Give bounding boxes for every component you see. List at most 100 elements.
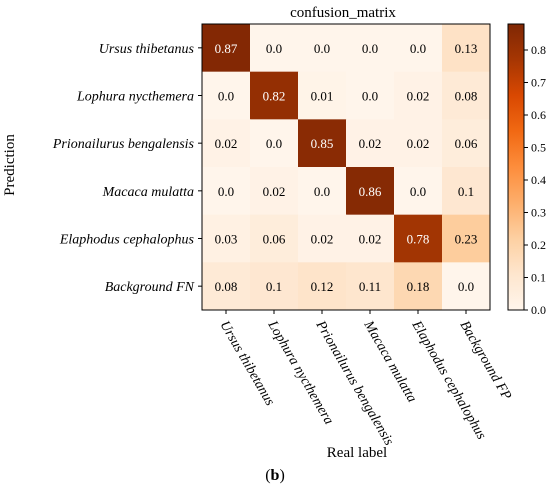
heatmap-cell [442, 262, 491, 311]
cell-value-label: 0.02 [359, 232, 382, 247]
cell-value-label: 0.08 [455, 89, 478, 104]
cell-value-label: 0.0 [314, 41, 330, 56]
heatmap-cell [346, 71, 395, 120]
heatmap-cell [250, 167, 299, 216]
cell-value-label: 0.02 [359, 136, 382, 151]
heatmap-cell [442, 119, 491, 168]
heatmap-cell [202, 214, 251, 263]
heatmap-cell [346, 24, 395, 73]
heatmap-cell [202, 119, 251, 168]
colorbar-tick-label: 0.3 [531, 206, 546, 220]
heatmap-cell [346, 167, 395, 216]
chart-title: confusion_matrix [290, 5, 396, 21]
cell-value-label: 0.85 [311, 136, 334, 151]
cell-value-label: 0.1 [458, 184, 474, 199]
heatmap-cell [298, 119, 347, 168]
heatmap-cell [250, 119, 299, 168]
y-axis-label: Prediction [2, 134, 18, 196]
colorbar-tick-label: 0.8 [531, 43, 546, 57]
heatmap-cell [394, 119, 443, 168]
heatmap-cell [346, 214, 395, 263]
cell-value-label: 0.0 [410, 184, 426, 199]
prediction-labels: Ursus thibetanus Lophura nycthemera Priona… [52, 42, 202, 295]
y-tick-label: Ursus thibetanus [99, 42, 195, 57]
y-tick-label: Lophura nycthemera [76, 90, 194, 105]
y-tick-label: Elaphodus cephalophus [59, 233, 195, 248]
cell-value-label: 0.06 [263, 232, 286, 247]
colorbar-tick-label: 0.4 [531, 173, 546, 187]
caption-label: b [270, 467, 280, 484]
cell-value-label: 0.08 [215, 279, 238, 294]
cell-value-label: 0.0 [266, 136, 282, 151]
cell-value-label: 0.02 [263, 184, 286, 199]
heatmap-cell [202, 24, 251, 73]
cell-value-label: 0.0 [218, 184, 234, 199]
colorbar-tick-label: 0.2 [531, 238, 546, 252]
caption-close-paren: ) [279, 467, 285, 484]
cell-value-label: 0.02 [215, 136, 238, 151]
heatmap-cell [346, 119, 395, 168]
heatmap-cell [298, 167, 347, 216]
x-axis-label: Real label [327, 445, 387, 461]
heatmap-cell [298, 262, 347, 311]
heatmap-cell [250, 71, 299, 120]
heatmap-cell [250, 214, 299, 263]
cell-value-label: 0.03 [215, 232, 238, 247]
cell-value-label: 0.0 [266, 41, 282, 56]
heatmap-cell [442, 24, 491, 73]
cell-value-label: 0.86 [359, 184, 382, 199]
heatmap-cell [202, 167, 251, 216]
cell-value-label: 0.0 [410, 41, 426, 56]
heatmap-cell [298, 24, 347, 73]
y-tick-label: Prionailurus bengalensis [52, 137, 195, 152]
cell-value-label: 0.0 [458, 279, 474, 294]
heatmap-cell [202, 262, 251, 311]
cell-value-label: 0.02 [311, 232, 334, 247]
colorbar: 0.0 0.1 0.2 0.3 0.4 0.5 0.6 0.7 0.8 [507, 23, 546, 317]
cell-value-label: 0.23 [455, 232, 478, 247]
heatmap-cell [442, 214, 491, 263]
colorbar-gradient [507, 23, 525, 311]
cell-value-label: 0.06 [455, 136, 478, 151]
heatmap-cell [394, 167, 443, 216]
colorbar-tick-label: 0.5 [531, 141, 546, 155]
cell-value-label: 0.18 [407, 279, 430, 294]
heatmap-cell [394, 214, 443, 263]
cell-value-label: 0.0 [362, 89, 378, 104]
heatmap-cells: 0.87 0.0 0.0 0.0 0.0 0.13 0.0 0.82 0.01 0.0 0.02 0.… [202, 24, 491, 311]
heatmap-cell [394, 24, 443, 73]
y-tick-label: Background FN [105, 280, 195, 295]
y-tick-label: Macaca mulatta [102, 185, 194, 200]
colorbar-tick-label: 0.1 [531, 271, 546, 285]
heatmap-cell [250, 262, 299, 311]
heatmap-cell [298, 71, 347, 120]
heatmap-cell [346, 262, 395, 311]
x-tick-label: Background FP [457, 319, 514, 404]
cell-value-label: 0.13 [455, 41, 478, 56]
heatmap-cell [442, 71, 491, 120]
figure-caption: (b) [0, 467, 550, 485]
cell-value-label: 0.82 [263, 89, 286, 104]
cell-value-label: 0.01 [311, 89, 334, 104]
cell-value-label: 0.02 [407, 136, 430, 151]
colorbar-tick-label: 0.0 [531, 303, 546, 317]
plot-frame [201, 23, 491, 311]
cell-value-label: 0.78 [407, 232, 430, 247]
caption-open-paren: ( [265, 467, 271, 484]
heatmap-cell [298, 214, 347, 263]
heatmap-cell [394, 262, 443, 311]
cell-value-label: 0.0 [314, 184, 330, 199]
cell-value-label: 0.11 [359, 279, 381, 294]
cell-value-label: 0.87 [215, 41, 238, 56]
cell-value-label: 0.1 [266, 279, 282, 294]
heatmap-cell [442, 167, 491, 216]
cell-value-label: 0.0 [362, 41, 378, 56]
colorbar-tick-label: 0.7 [531, 76, 546, 90]
heatmap-cell [394, 71, 443, 120]
colorbar-tick-label: 0.6 [531, 108, 546, 122]
cell-value-label: 0.02 [407, 89, 430, 104]
heatmap-cell [250, 24, 299, 73]
heatmap-cell [202, 71, 251, 120]
